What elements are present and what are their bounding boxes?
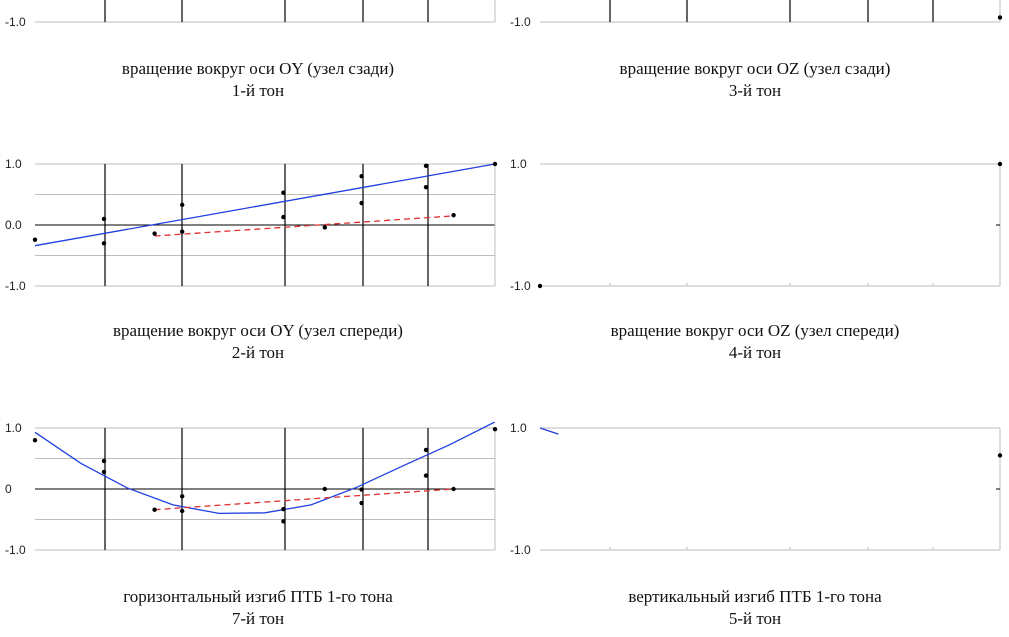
tick-neg-oz-front: -1.0 — [510, 279, 531, 293]
caption-oy-back: вращение вокруг оси OY (узел сзади) 1-й … — [8, 58, 508, 102]
tick-pos-oz-front: 1.0 — [510, 157, 527, 171]
caption-oy-back-mode: 1-й тон — [231, 81, 285, 100]
fit-curve-horizontal-bend — [34, 422, 496, 515]
caption-horizontal-bend-mode: 7-й тон — [231, 609, 285, 628]
data-point-horizontal-bend-10 — [359, 487, 364, 492]
tick-pos-vertical-bend: 1.0 — [510, 421, 527, 435]
plot-oz-front — [537, 161, 1003, 289]
data-point-oy-front-4 — [180, 202, 185, 208]
tick-pos-oy-front: 1.0 — [5, 157, 22, 171]
tick-neg-vertical-bend: -1.0 — [510, 543, 531, 557]
caption-horizontal-bend: горизонтальный изгиб ПТБ 1-го тона 7-й т… — [8, 586, 508, 630]
data-point-oy-front-1 — [101, 216, 107, 222]
tick-neg-oz-back: -1.0 — [510, 15, 531, 29]
tick-neg-horizontal-bend: -1.0 — [5, 543, 26, 557]
data-point-horizontal-bend-0 — [32, 438, 38, 443]
caption-vertical-bend: вертикальный изгиб ПТБ 1-го тона 5-й тон — [505, 586, 1005, 630]
tick-neg-oy-back: -1.0 — [5, 15, 26, 29]
tick-neg-oy-front: -1.0 — [5, 279, 26, 293]
data-point-oy-front-8 — [322, 225, 327, 230]
fit-curve-oy-front — [34, 163, 496, 247]
data-point-horizontal-bend-11 — [423, 447, 429, 453]
data-point-horizontal-bend-14 — [492, 427, 498, 432]
data-point-horizontal-bend-1 — [101, 458, 107, 464]
caption-oy-back-title: вращение вокруг оси OY (узел сзади) — [121, 59, 395, 78]
data-point-oy-front-2 — [101, 241, 107, 246]
data-point-oy-front-5 — [180, 229, 185, 234]
caption-vertical-bend-mode: 5-й тон — [728, 609, 782, 628]
data-point-oy-front-0 — [32, 237, 38, 242]
data-point-oy-front-13 — [451, 213, 456, 218]
data-point-oy-front-3 — [152, 231, 157, 236]
caption-oz-back-title: вращение вокруг оси OZ (узел сзади) — [619, 59, 891, 78]
caption-oz-back-mode: 3-й тон — [728, 81, 782, 100]
data-point-horizontal-bend-13 — [451, 486, 456, 492]
caption-oy-front-title: вращение вокруг оси OY (узел спереди) — [113, 321, 403, 340]
data-point-horizontal-bend-7 — [281, 519, 286, 524]
plot-vertical-bend — [539, 427, 1003, 551]
data-point-horizontal-bend-4 — [180, 494, 185, 499]
data-point-horizontal-bend-12 — [423, 473, 429, 478]
data-point-oy-front-10 — [359, 200, 364, 206]
data-point-horizontal-bend-9 — [359, 500, 364, 506]
data-point-oz-front-1 — [997, 161, 1003, 167]
caption-oz-front-title: вращение вокруг оси OZ (узел спереди) — [610, 321, 900, 340]
tick-zero-horizontal-bend: 0 — [5, 482, 12, 496]
trend-line-oy-front — [154, 215, 454, 237]
fit-curve-vertical-bend — [539, 427, 559, 435]
data-point-oz-back-0 — [997, 15, 1003, 20]
data-point-oy-front-6 — [281, 190, 286, 195]
caption-oz-back: вращение вокруг оси OZ (узел сзади) 3-й … — [505, 58, 1005, 102]
data-point-oz-front-0 — [537, 283, 543, 289]
data-point-oy-front-12 — [423, 184, 429, 190]
caption-oz-front-mode: 4-й тон — [728, 343, 782, 362]
data-point-vertical-bend-0 — [997, 453, 1003, 458]
data-point-oy-front-14 — [492, 161, 498, 167]
caption-oz-front: вращение вокруг оси OZ (узел спереди) 4-… — [505, 320, 1005, 364]
data-point-horizontal-bend-5 — [180, 508, 185, 514]
data-point-oy-front-9 — [359, 174, 364, 179]
plot-horizontal-bend — [32, 422, 498, 551]
plot-oz-back — [540, 0, 1003, 23]
caption-oy-front-mode: 2-й тон — [231, 343, 285, 362]
tick-zero-oy-front: 0.0 — [5, 218, 22, 232]
data-point-horizontal-bend-6 — [281, 506, 286, 512]
data-point-oy-front-11 — [423, 163, 429, 169]
data-point-horizontal-bend-2 — [101, 469, 107, 475]
data-point-oy-front-7 — [281, 214, 286, 220]
data-point-horizontal-bend-3 — [152, 507, 157, 512]
data-point-horizontal-bend-8 — [322, 486, 327, 492]
tick-pos-horizontal-bend: 1.0 — [5, 421, 22, 435]
plot-oy-front — [32, 161, 498, 287]
plot-oy-back — [35, 0, 496, 23]
caption-oy-front: вращение вокруг оси OY (узел спереди) 2-… — [8, 320, 508, 364]
caption-vertical-bend-title: вертикальный изгиб ПТБ 1-го тона — [628, 587, 882, 606]
caption-horizontal-bend-title: горизонтальный изгиб ПТБ 1-го тона — [123, 587, 393, 606]
